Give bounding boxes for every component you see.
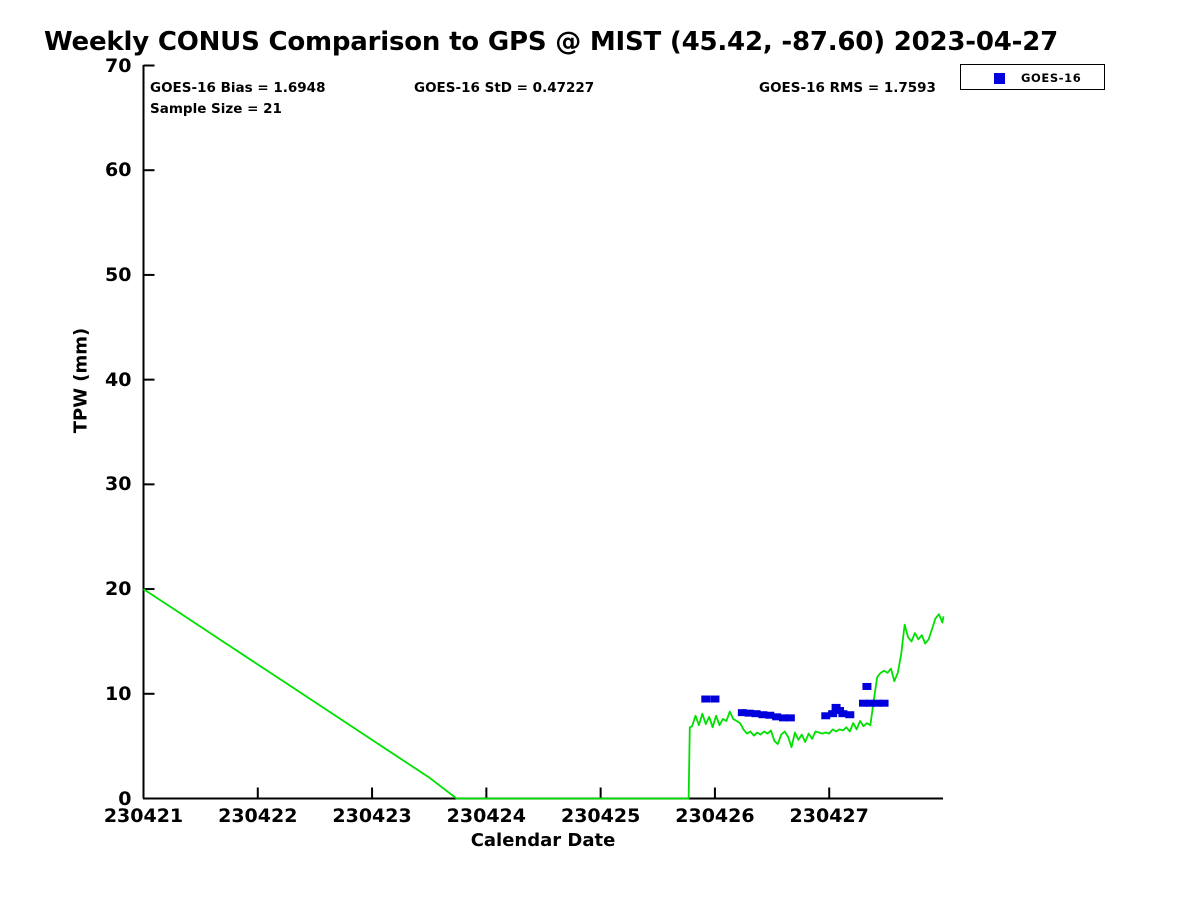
stat-bias: GOES-16 Bias = 1.6948 — [150, 80, 326, 96]
data-marker-goes-16 — [865, 699, 875, 707]
data-marker-goes-16 — [710, 695, 720, 703]
y-tick-label-10: 10 — [105, 682, 132, 705]
data-marker-goes-16 — [828, 710, 838, 718]
data-marker-goes-16 — [779, 714, 788, 722]
data-marker-goes-16 — [701, 695, 711, 703]
axis-lines — [142, 65, 943, 800]
y-axis-ticks — [143, 64, 155, 800]
data-marker-goes-16 — [758, 711, 768, 719]
legend-label-goes16: GOES-16 — [1021, 71, 1082, 85]
data-marker-goes-16 — [751, 710, 761, 718]
x-axis-ticks — [142, 787, 831, 799]
y-tick-label-30: 30 — [105, 473, 132, 496]
stat-rms: GOES-16 RMS = 1.7593 — [759, 80, 936, 96]
x-tick-label-230422: 230422 — [218, 804, 298, 827]
legend: GOES-16 — [960, 64, 1105, 90]
data-marker-goes-16 — [862, 682, 872, 690]
data-marker-goes-16 — [872, 699, 882, 707]
data-marker-goes-16 — [879, 699, 889, 707]
x-tick-label-230424: 230424 — [446, 804, 526, 827]
x-tick-label-230427: 230427 — [789, 804, 869, 827]
y-tick-label-0: 0 — [118, 787, 132, 810]
x-tick-label-230426: 230426 — [675, 804, 755, 827]
y-axis-label: TPW (mm) — [70, 327, 92, 434]
data-marker-goes-16 — [785, 714, 795, 722]
y-tick-label-20: 20 — [105, 578, 132, 601]
y-tick-label-40: 40 — [105, 368, 132, 391]
x-tick-label-230423: 230423 — [332, 804, 412, 827]
y-tick-label-70: 70 — [105, 54, 132, 77]
legend-swatch-goes16-icon — [994, 73, 1005, 84]
stat-sample-size: Sample Size = 21 — [150, 101, 282, 117]
x-axis-label: Calendar Date — [470, 830, 616, 851]
x-tick-label-230425: 230425 — [560, 804, 641, 827]
data-marker-goes-16 — [744, 709, 754, 717]
data-marker-goes-16 — [772, 713, 782, 721]
data-marker-goes-16 — [737, 709, 747, 717]
y-tick-label-50: 50 — [105, 263, 132, 286]
data-marker-goes-16 — [845, 711, 855, 719]
chart-title: Weekly CONUS Comparison to GPS @ MIST (4… — [44, 27, 1059, 57]
data-marker-goes-16 — [838, 710, 848, 718]
data-marker-goes-16 — [765, 711, 775, 719]
series-line-gps — [143, 588, 945, 800]
data-series-markers — [701, 682, 889, 722]
data-marker-goes-16 — [859, 699, 868, 707]
data-marker-goes-16 — [821, 712, 831, 720]
stat-std: GOES-16 StD = 0.47227 — [414, 80, 595, 96]
y-tick-label-60: 60 — [105, 159, 132, 182]
x-tick-label-230421: 230421 — [103, 804, 184, 827]
data-series-lines — [143, 588, 945, 800]
